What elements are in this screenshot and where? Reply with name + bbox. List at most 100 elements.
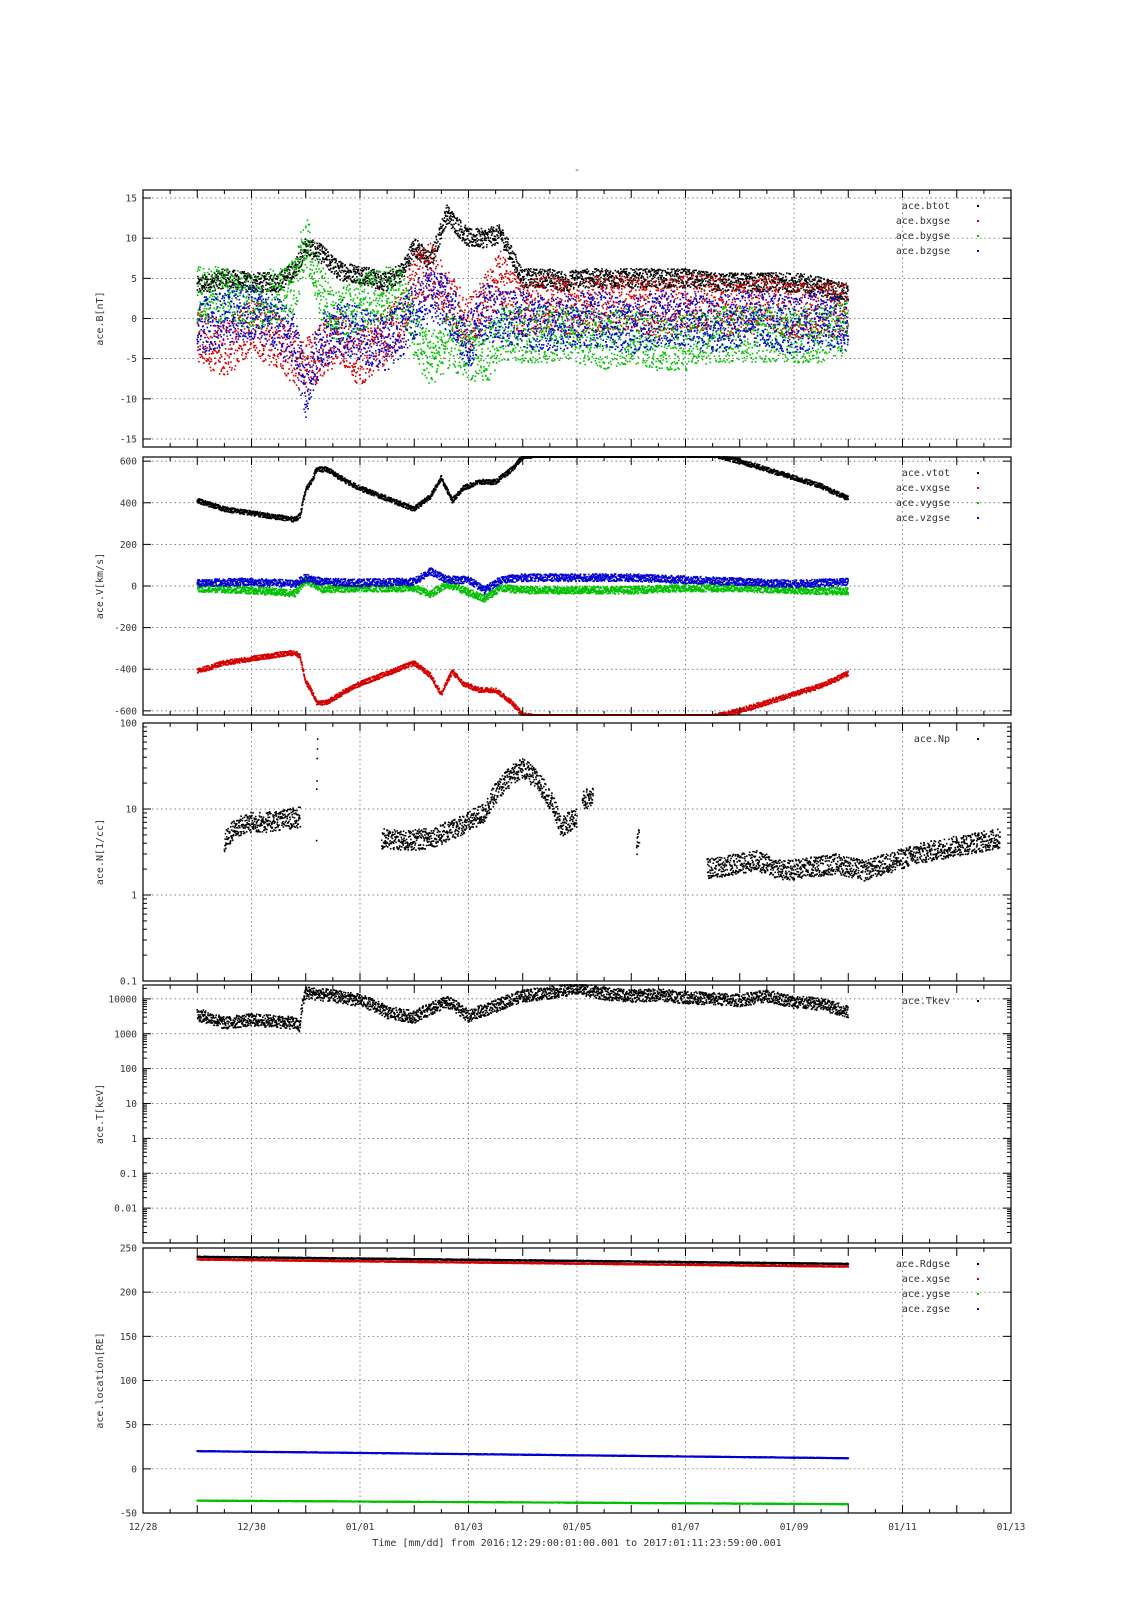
data-point bbox=[356, 266, 358, 268]
data-point bbox=[256, 281, 258, 283]
data-point bbox=[600, 277, 602, 279]
data-point bbox=[751, 273, 753, 275]
data-point bbox=[282, 368, 284, 370]
data-point bbox=[427, 256, 429, 258]
data-point bbox=[253, 341, 255, 343]
data-point bbox=[480, 235, 482, 237]
data-point bbox=[292, 331, 294, 333]
data-point bbox=[658, 279, 660, 281]
data-point bbox=[661, 275, 663, 277]
data-point bbox=[758, 277, 760, 279]
data-point bbox=[233, 342, 235, 344]
data-point bbox=[529, 274, 531, 276]
data-point bbox=[315, 376, 317, 378]
data-point bbox=[786, 272, 788, 274]
data-point bbox=[643, 276, 645, 278]
data-point bbox=[690, 278, 692, 280]
data-point bbox=[782, 288, 784, 290]
data-point bbox=[573, 287, 575, 289]
data-point bbox=[312, 346, 314, 348]
data-point bbox=[417, 240, 419, 242]
data-point bbox=[621, 273, 623, 275]
data-point bbox=[223, 366, 225, 368]
data-point bbox=[783, 274, 785, 276]
data-point bbox=[768, 276, 770, 278]
data-point bbox=[511, 253, 513, 255]
data-point bbox=[312, 241, 314, 243]
data-point bbox=[485, 230, 487, 232]
data-point bbox=[645, 271, 647, 273]
data-point bbox=[424, 257, 426, 259]
data-point bbox=[501, 237, 503, 239]
data-point bbox=[335, 260, 337, 262]
data-point bbox=[638, 278, 640, 280]
data-point bbox=[275, 359, 277, 361]
data-point bbox=[335, 354, 337, 356]
data-point bbox=[229, 320, 231, 322]
data-point bbox=[234, 270, 236, 272]
data-point bbox=[334, 271, 336, 273]
data-point bbox=[206, 281, 208, 283]
data-point bbox=[724, 283, 726, 285]
data-point bbox=[324, 371, 326, 373]
data-point bbox=[628, 274, 630, 276]
data-point bbox=[700, 271, 702, 273]
data-point bbox=[202, 357, 204, 359]
data-point bbox=[226, 335, 228, 337]
data-point bbox=[247, 277, 249, 279]
data-point bbox=[210, 367, 212, 369]
data-point bbox=[418, 249, 420, 251]
data-point bbox=[471, 237, 473, 239]
data-point bbox=[340, 316, 342, 318]
data-point bbox=[446, 207, 448, 209]
data-point bbox=[847, 286, 849, 288]
data-point bbox=[323, 373, 325, 375]
data-point bbox=[532, 274, 534, 276]
data-point bbox=[404, 259, 406, 261]
data-point bbox=[274, 274, 276, 276]
data-point bbox=[227, 274, 229, 276]
data-point bbox=[527, 270, 529, 272]
data-point bbox=[824, 287, 826, 289]
data-point bbox=[352, 276, 354, 278]
data-point bbox=[322, 375, 324, 377]
data-point bbox=[197, 350, 199, 352]
data-point bbox=[352, 374, 354, 376]
data-point bbox=[288, 358, 290, 360]
data-point bbox=[529, 282, 531, 284]
data-point bbox=[255, 345, 257, 347]
data-point bbox=[222, 342, 224, 344]
data-point bbox=[479, 245, 481, 247]
data-point bbox=[452, 226, 454, 228]
data-point bbox=[434, 242, 436, 244]
data-point bbox=[481, 230, 483, 232]
data-point bbox=[514, 271, 516, 273]
data-point bbox=[255, 332, 257, 334]
data-point bbox=[330, 330, 332, 332]
data-point bbox=[562, 290, 564, 292]
data-point bbox=[293, 375, 295, 377]
data-point bbox=[576, 271, 578, 273]
data-point bbox=[329, 269, 331, 271]
data-point bbox=[449, 221, 451, 223]
data-point bbox=[602, 284, 604, 286]
data-point bbox=[228, 361, 230, 363]
data-point bbox=[463, 238, 465, 240]
data-point bbox=[760, 272, 762, 274]
data-point bbox=[335, 266, 337, 268]
data-point bbox=[499, 228, 501, 230]
data-point bbox=[282, 320, 284, 322]
data-point bbox=[333, 348, 335, 350]
data-point bbox=[558, 276, 560, 278]
data-point bbox=[303, 380, 305, 382]
data-point bbox=[512, 258, 514, 260]
data-point bbox=[306, 255, 308, 257]
data-point bbox=[448, 211, 450, 213]
data-point bbox=[446, 218, 448, 220]
data-point bbox=[215, 282, 217, 284]
data-point bbox=[410, 246, 412, 248]
data-point bbox=[312, 244, 314, 246]
data-point bbox=[653, 269, 655, 271]
data-point bbox=[452, 219, 454, 221]
data-point bbox=[347, 268, 349, 270]
